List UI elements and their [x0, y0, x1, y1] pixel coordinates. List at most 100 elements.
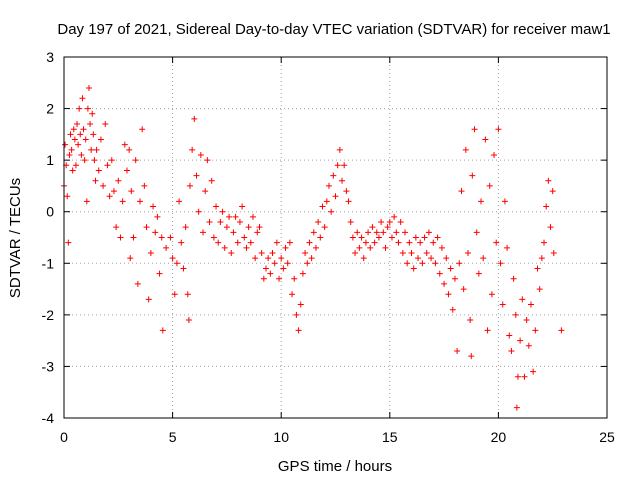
data-point [380, 229, 387, 236]
data-point [458, 188, 465, 195]
data-point [245, 224, 252, 231]
data-point [484, 327, 491, 334]
data-point [299, 270, 306, 277]
data-point [243, 244, 250, 251]
data-point [119, 198, 126, 205]
data-point [510, 275, 517, 282]
data-point [97, 136, 104, 143]
data-point [362, 239, 369, 246]
data-point [210, 234, 217, 241]
x-tick-label: 0 [60, 429, 68, 445]
data-point [130, 234, 137, 241]
data-point [517, 337, 524, 344]
data-point [315, 219, 322, 226]
data-point [354, 229, 361, 236]
data-point [521, 373, 528, 380]
data-point [113, 224, 120, 231]
data-point [100, 182, 107, 189]
data-point [397, 219, 404, 226]
data-point [65, 239, 72, 246]
data-point [325, 182, 332, 189]
data-point [195, 208, 202, 215]
data-point [468, 353, 475, 360]
data-point [273, 239, 280, 246]
data-point [215, 239, 222, 246]
data-point [178, 239, 185, 246]
data-point [267, 270, 274, 277]
data-point [408, 249, 415, 256]
data-point [506, 332, 513, 339]
data-point [117, 234, 124, 241]
data-point [223, 224, 230, 231]
data-point [527, 301, 534, 308]
data-point [513, 404, 520, 411]
data-point [171, 291, 178, 298]
data-point [304, 260, 311, 267]
data-point [523, 317, 530, 324]
data-point [258, 249, 265, 256]
data-point [399, 249, 406, 256]
data-point [93, 146, 100, 153]
data-point [501, 198, 508, 205]
data-point [70, 126, 77, 133]
y-axis-ticks: -4 -3 -2 -1 0 1 2 3 [42, 49, 607, 426]
y-tick-label: 2 [46, 101, 54, 117]
data-point [488, 291, 495, 298]
data-point [252, 255, 259, 262]
data-point [402, 229, 409, 236]
data-point [67, 131, 74, 138]
data-point [143, 224, 150, 231]
data-point [79, 95, 86, 102]
y-tick-label: 1 [46, 152, 54, 168]
data-point [464, 249, 471, 256]
data-point [308, 255, 315, 262]
data-point [454, 347, 461, 354]
data-point [497, 260, 504, 267]
data-point [265, 255, 272, 262]
data-point [356, 244, 363, 251]
data-point [391, 213, 398, 220]
data-point [293, 311, 300, 318]
x-tick-label: 15 [382, 429, 398, 445]
data-point [193, 172, 200, 179]
data-point [312, 244, 319, 251]
data-point [438, 244, 445, 251]
data-point [530, 368, 537, 375]
data-point [451, 275, 458, 282]
data-point [330, 172, 337, 179]
data-point [319, 203, 326, 210]
data-point [269, 249, 276, 256]
data-point [106, 193, 113, 200]
data-point [423, 249, 430, 256]
data-point [230, 229, 237, 236]
data-point [352, 249, 359, 256]
data-point [189, 146, 196, 153]
data-point [302, 249, 309, 256]
data-point [289, 291, 296, 298]
data-point [278, 255, 285, 262]
data-point [254, 229, 261, 236]
data-point [85, 84, 92, 91]
data-point [339, 177, 346, 184]
data-point [462, 146, 469, 153]
data-point [358, 234, 365, 241]
data-point [297, 301, 304, 308]
data-point [425, 229, 432, 236]
data-point [72, 162, 79, 169]
data-point [83, 198, 90, 205]
data-point [508, 347, 515, 354]
data-point [126, 146, 133, 153]
data-point [323, 198, 330, 205]
data-point [469, 172, 476, 179]
data-point [128, 188, 135, 195]
data-point [206, 219, 213, 226]
data-point [499, 301, 506, 308]
data-point [163, 244, 170, 251]
data-point [232, 213, 239, 220]
data-point [519, 296, 526, 303]
data-point [68, 146, 75, 153]
data-point [159, 327, 166, 334]
data-point [291, 275, 298, 282]
y-tick-label: -3 [42, 358, 55, 374]
data-point [558, 327, 565, 334]
